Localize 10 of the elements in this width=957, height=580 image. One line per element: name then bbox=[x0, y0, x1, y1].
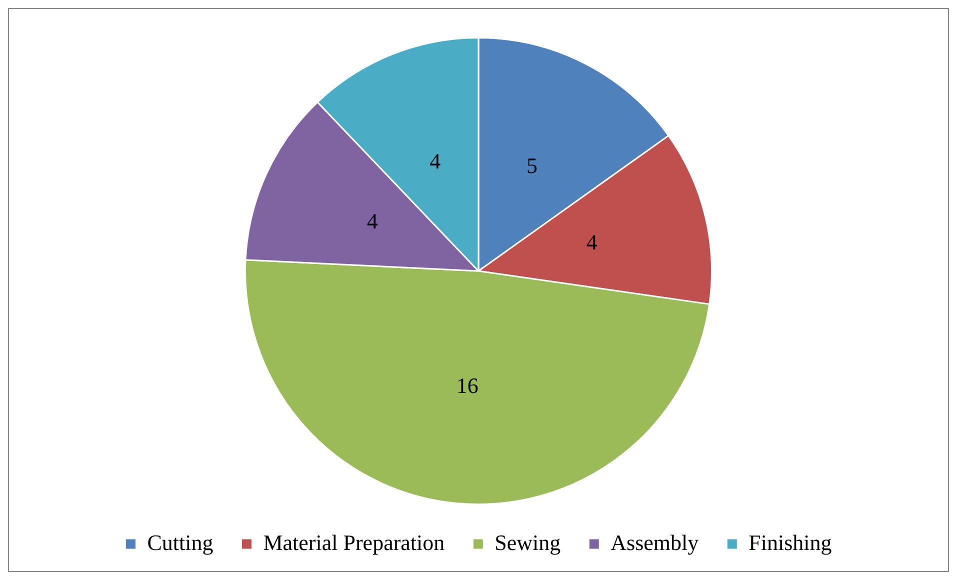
legend-label: Assembly bbox=[610, 530, 699, 555]
legend-label: Sewing bbox=[494, 530, 561, 555]
legend-label: Finishing bbox=[748, 530, 832, 555]
data-label: 16 bbox=[456, 372, 478, 398]
data-label: 4 bbox=[430, 148, 441, 174]
data-label: 4 bbox=[366, 208, 378, 234]
data-label: 4 bbox=[586, 229, 598, 254]
legend-label: Material Preparation bbox=[263, 530, 445, 555]
legend-label: Cutting bbox=[147, 530, 214, 555]
data-label: 5 bbox=[526, 153, 538, 178]
